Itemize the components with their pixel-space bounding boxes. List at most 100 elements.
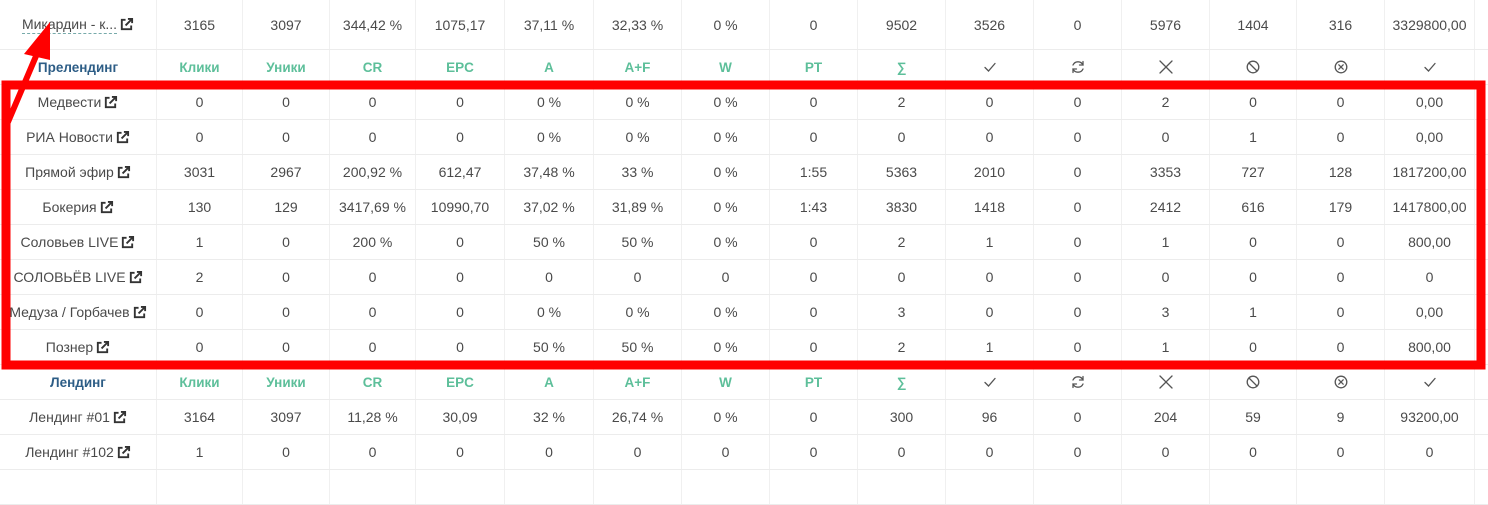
row-name-cell: СОЛОВЬЁВ LIVE (0, 260, 157, 294)
table-cell: 0 (416, 225, 505, 259)
row-name-link[interactable]: Лендинг #01 (29, 409, 110, 425)
check-icon[interactable] (1385, 365, 1475, 399)
table-cell: 2010 (946, 155, 1034, 189)
external-link-icon[interactable] (116, 165, 131, 180)
table-cell: 128 (1297, 155, 1385, 189)
table-cell: 130 (157, 190, 243, 224)
external-link-icon[interactable] (128, 270, 143, 285)
table-cell: 0 (946, 85, 1034, 119)
column-header[interactable]: Клики (157, 365, 243, 399)
external-link-icon[interactable] (95, 340, 110, 355)
column-header[interactable]: PT (770, 50, 858, 84)
table-cell: 1404 (1210, 0, 1297, 49)
external-link-icon[interactable] (120, 235, 135, 250)
row-name-link[interactable]: Медвести (37, 94, 102, 110)
table-row: Медвести 0 0 0 0 0 % 0 % 0 % 0 2 0 0 2 0 0 0,00 (0, 85, 1488, 120)
table-cell: 0 (1034, 0, 1122, 49)
check-icon[interactable] (946, 50, 1034, 84)
cancel-circle-icon[interactable] (1297, 50, 1385, 84)
external-link-icon[interactable] (99, 200, 114, 215)
column-header[interactable]: Уники (243, 50, 330, 84)
column-header[interactable]: PT (770, 365, 858, 399)
column-header[interactable]: CR (330, 50, 416, 84)
ban-icon[interactable] (1210, 50, 1297, 84)
table-cell: 0 (416, 260, 505, 294)
table-cell: 1 (1210, 120, 1297, 154)
table-row: РИА Новости 0 0 0 0 0 % 0 % 0 % 0 0 0 0 0 1 0 0,00 (0, 120, 1488, 155)
row-name-link[interactable]: Бокерия (42, 199, 97, 215)
row-name-link[interactable]: Микардин - к... (21, 15, 118, 34)
refresh-icon[interactable] (1034, 365, 1122, 399)
empty-cell (1210, 470, 1297, 504)
empty-cell (1297, 470, 1385, 504)
table-row: Лендинг #102 1 0 0 0 0 0 0 0 0 0 0 0 0 0 0 (0, 435, 1488, 470)
table-cell: 0 (1034, 225, 1122, 259)
table-cell: 1 (946, 330, 1034, 364)
table-cell: 0 (416, 435, 505, 469)
cross-icon[interactable] (1122, 365, 1210, 399)
table-cell: 1 (1210, 295, 1297, 329)
row-name-link[interactable]: Соловьев LIVE (20, 234, 119, 250)
column-header[interactable]: A+F (594, 365, 682, 399)
ban-icon[interactable] (1210, 365, 1297, 399)
empty-cell (0, 470, 157, 504)
column-header[interactable]: A+F (594, 50, 682, 84)
empty-cell (858, 470, 946, 504)
column-header[interactable]: Клики (157, 50, 243, 84)
column-header[interactable]: A (505, 365, 594, 399)
table-cell: 0 (1034, 85, 1122, 119)
column-header[interactable]: A (505, 50, 594, 84)
row-name-link[interactable]: Прямой эфир (25, 164, 114, 180)
table-cell: 0 (1122, 260, 1210, 294)
external-link-icon[interactable] (115, 130, 130, 145)
section-title: Лендинг (0, 365, 157, 399)
table-cell: 2967 (243, 155, 330, 189)
external-link-icon[interactable] (132, 305, 147, 320)
column-header[interactable]: ∑ (858, 365, 946, 399)
column-header[interactable]: Уники (243, 365, 330, 399)
row-name-cell: Соловьев LIVE (0, 225, 157, 259)
column-header[interactable]: EPC (416, 365, 505, 399)
column-header[interactable]: CR (330, 365, 416, 399)
table-cell: 0 % (505, 85, 594, 119)
table-cell: 1 (946, 225, 1034, 259)
table-cell: 0 (1210, 260, 1297, 294)
table-cell: 0 (505, 435, 594, 469)
row-name-link[interactable]: Лендинг #102 (25, 444, 114, 460)
cross-icon[interactable] (1122, 50, 1210, 84)
refresh-icon[interactable] (1034, 50, 1122, 84)
table-cell: 0 % (682, 295, 770, 329)
row-name-link[interactable]: Познер (45, 339, 94, 355)
table-cell: 0 % (594, 85, 682, 119)
external-link-icon[interactable] (103, 95, 118, 110)
table-cell: 1 (1122, 225, 1210, 259)
external-link-icon[interactable] (119, 17, 134, 32)
check-icon[interactable] (1385, 50, 1475, 84)
table-cell: 0 (1034, 190, 1122, 224)
table-cell: 0 (243, 295, 330, 329)
column-header[interactable]: ∑ (858, 50, 946, 84)
row-name-link[interactable]: РИА Новости (26, 129, 113, 145)
table-cell: 0 (594, 435, 682, 469)
row-name-link[interactable]: СОЛОВЬЁВ LIVE (13, 269, 126, 285)
empty-cell (505, 470, 594, 504)
row-name-link[interactable]: Медуза / Горбачев (9, 304, 130, 320)
table-cell: 0 (416, 85, 505, 119)
table-cell: 200 % (330, 225, 416, 259)
table-cell: 1:43 (770, 190, 858, 224)
table-cell: 0 (594, 260, 682, 294)
column-header[interactable]: EPC (416, 50, 505, 84)
empty-cell (1385, 470, 1475, 504)
table-cell: 9502 (858, 0, 946, 49)
column-header[interactable]: W (682, 365, 770, 399)
table-cell: 300 (858, 400, 946, 434)
table-cell: 26,74 % (594, 400, 682, 434)
column-header[interactable]: W (682, 50, 770, 84)
table-cell: 0 (1122, 120, 1210, 154)
cancel-circle-icon[interactable] (1297, 365, 1385, 399)
empty-cell (157, 470, 243, 504)
external-link-icon[interactable] (116, 445, 131, 460)
check-icon[interactable] (946, 365, 1034, 399)
external-link-icon[interactable] (112, 410, 127, 425)
table-cell: 3031 (157, 155, 243, 189)
